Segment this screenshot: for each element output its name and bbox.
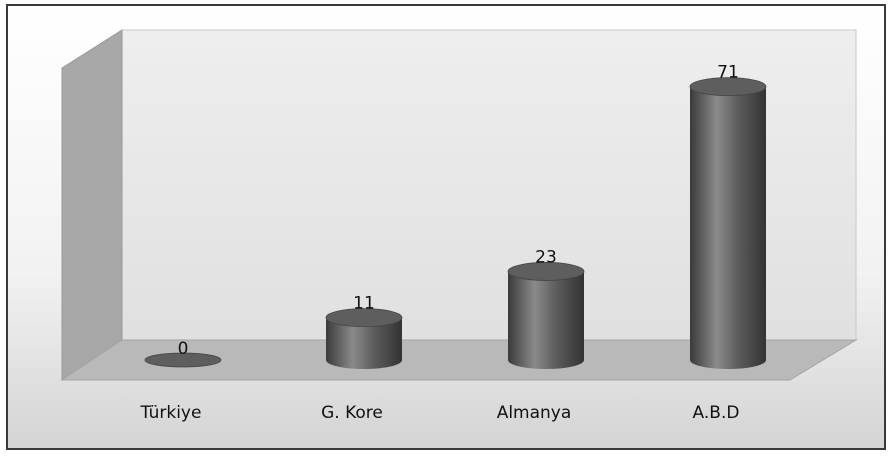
side-wall [61, 29, 123, 381]
category-label-0: Türkiye [140, 403, 202, 423]
bar-almanya [508, 271, 584, 369]
bar-top-1 [325, 308, 403, 328]
value-labels-layer: 0 11 23 71 [178, 63, 739, 359]
category-label-3: A.B.D [693, 403, 740, 423]
bar-top-3 [689, 77, 767, 97]
bar-a-b-d [690, 86, 766, 370]
category-labels-layer: Türkiye G. Kore Almanya A.B.D [140, 403, 740, 423]
bar-top-2 [507, 262, 585, 281]
data-label-2: 23 [535, 247, 557, 267]
bars-layer [144, 77, 767, 370]
data-label-1: 11 [353, 294, 375, 314]
category-label-1: G. Kore [321, 403, 383, 423]
data-label-0: 0 [178, 339, 189, 359]
floor [60, 339, 858, 381]
data-label-3: 71 [717, 63, 739, 83]
bar-g-kore [326, 317, 402, 369]
category-label-2: Almanya [497, 403, 572, 423]
bar-top-0 [144, 352, 222, 368]
